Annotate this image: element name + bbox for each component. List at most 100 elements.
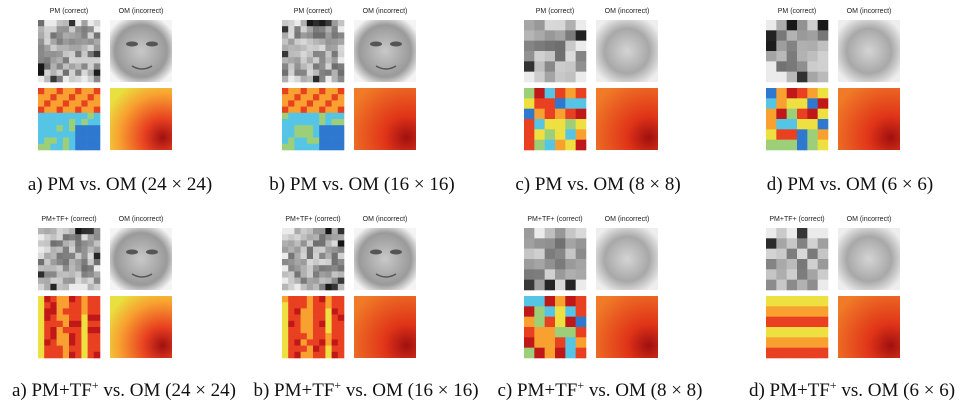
pixel (87, 252, 95, 260)
heat-cell (776, 88, 787, 99)
pixel (555, 20, 566, 31)
pixel (38, 228, 45, 235)
pixel (44, 228, 51, 235)
heat-cell (56, 327, 64, 334)
pixel (766, 238, 777, 249)
heat-cell (319, 94, 326, 101)
pixel (313, 265, 320, 272)
heat-cell (524, 347, 535, 359)
heat-cell (56, 351, 64, 359)
pixel (319, 271, 326, 278)
heat-cell (87, 320, 95, 328)
heat-cell (786, 98, 798, 109)
heat-cell (81, 308, 88, 315)
heat-cell (313, 131, 320, 138)
pixel (87, 75, 95, 83)
om-image (596, 20, 658, 82)
right-label: OM (incorrect) (363, 8, 408, 15)
pixel (555, 269, 566, 280)
pixel (300, 20, 308, 27)
heat-cell (331, 119, 339, 126)
heat-cell (44, 100, 51, 107)
pixel (817, 269, 829, 280)
pixel (75, 283, 82, 291)
pixel (87, 20, 95, 27)
heat-cell (313, 314, 320, 322)
heat-cell (337, 308, 345, 315)
heat-cell (38, 100, 45, 107)
heat-cell (87, 131, 95, 138)
pixel (565, 279, 576, 291)
heat-cell (797, 88, 808, 99)
pixel (300, 240, 308, 247)
pixel (319, 57, 326, 64)
pixel (331, 265, 339, 272)
pixel (56, 277, 64, 285)
heat-cell (56, 125, 64, 132)
pixel (807, 40, 818, 52)
heat-cell (300, 351, 308, 359)
heat-cell (300, 131, 308, 138)
heat-cell (75, 137, 82, 145)
heat-cell (817, 98, 829, 109)
pixel (555, 238, 566, 249)
om-heatmap (596, 88, 658, 150)
heat-cell (288, 137, 295, 145)
pixel (81, 32, 88, 39)
heat-cell (817, 108, 829, 120)
pixel (75, 63, 82, 70)
heat-cell (575, 337, 587, 348)
heat-cell (776, 139, 787, 151)
heat-cell (565, 306, 576, 317)
pixel (38, 38, 45, 46)
pixel (331, 32, 339, 39)
heat-cell (50, 100, 57, 107)
pixel (294, 240, 301, 247)
pixel (306, 228, 314, 235)
heat-cell (300, 94, 308, 101)
heat-cell (306, 314, 314, 322)
heat-cell (75, 112, 82, 120)
heat-cell (534, 119, 545, 130)
pixel (44, 265, 51, 272)
heat-cell (331, 333, 339, 340)
pm-image (524, 228, 587, 291)
pm-image (524, 20, 587, 83)
pixel (325, 265, 332, 272)
heat-cell (575, 347, 587, 359)
heat-cell (544, 139, 556, 151)
heat-cell (797, 139, 808, 151)
pixel (93, 252, 101, 260)
pixel (62, 271, 70, 278)
pixel (282, 234, 289, 241)
heat-cell (294, 112, 301, 120)
pixel (319, 51, 326, 58)
pixel (325, 20, 332, 27)
right-label: OM (incorrect) (363, 216, 408, 223)
pixel (62, 283, 70, 291)
pixel (766, 269, 777, 280)
heat-cell (331, 320, 339, 328)
heat-cell (81, 88, 88, 95)
pixel (288, 265, 295, 272)
heat-cell (306, 88, 314, 95)
heat-cell (50, 88, 57, 95)
heat-cell (294, 119, 301, 126)
heat-cell (534, 316, 545, 328)
pixel (306, 246, 314, 254)
heat-cell (337, 302, 345, 309)
pixel (534, 259, 545, 270)
pixel (69, 44, 76, 52)
heat-cell (294, 137, 301, 145)
heat-cell (565, 129, 576, 140)
left-label: PM+TF+ (correct) (41, 216, 96, 223)
pixel (288, 32, 295, 39)
heat-cell (93, 137, 101, 145)
heat-cell (331, 88, 339, 95)
pixel (766, 20, 777, 31)
face-mouth (375, 65, 397, 70)
heat-cell (797, 129, 808, 140)
pixel (817, 20, 829, 31)
pixel (62, 57, 70, 64)
pixel (776, 259, 787, 270)
